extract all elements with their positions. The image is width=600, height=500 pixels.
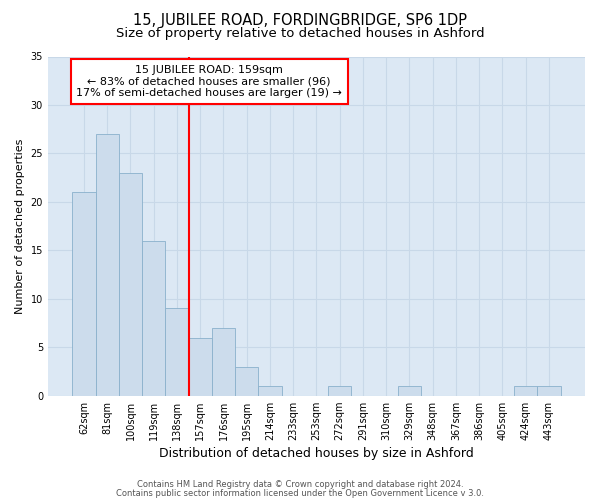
Bar [514, 386, 538, 396]
Bar [188, 338, 212, 396]
X-axis label: Distribution of detached houses by size in Ashford: Distribution of detached houses by size … [159, 447, 474, 460]
Bar [73, 192, 95, 396]
Text: Contains HM Land Registry data © Crown copyright and database right 2024.: Contains HM Land Registry data © Crown c… [137, 480, 463, 489]
Bar [235, 366, 259, 396]
Bar [142, 240, 166, 396]
Bar [119, 173, 142, 396]
Text: Size of property relative to detached houses in Ashford: Size of property relative to detached ho… [116, 28, 484, 40]
Bar [259, 386, 281, 396]
Text: 15 JUBILEE ROAD: 159sqm
← 83% of detached houses are smaller (96)
17% of semi-de: 15 JUBILEE ROAD: 159sqm ← 83% of detache… [76, 65, 342, 98]
Bar [95, 134, 119, 396]
Text: 15, JUBILEE ROAD, FORDINGBRIDGE, SP6 1DP: 15, JUBILEE ROAD, FORDINGBRIDGE, SP6 1DP [133, 12, 467, 28]
Bar [212, 328, 235, 396]
Bar [166, 308, 188, 396]
Bar [538, 386, 560, 396]
Bar [328, 386, 352, 396]
Bar [398, 386, 421, 396]
Text: Contains public sector information licensed under the Open Government Licence v : Contains public sector information licen… [116, 488, 484, 498]
Y-axis label: Number of detached properties: Number of detached properties [15, 138, 25, 314]
